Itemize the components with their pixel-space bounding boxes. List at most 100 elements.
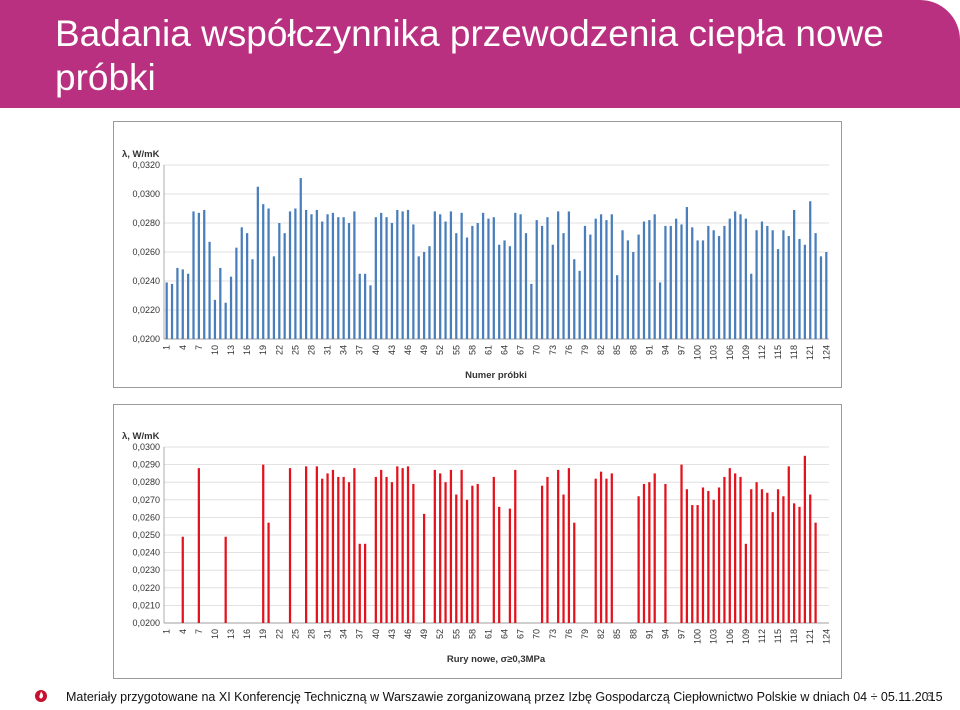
bar-sample-7: [197, 212, 200, 339]
y-tick-label: 0,0270: [132, 495, 160, 505]
bar-sample-26: [299, 178, 302, 339]
x-tick-label: 10: [210, 345, 220, 355]
x-tick-label: 70: [532, 345, 542, 355]
x-tick-label: 94: [660, 629, 670, 639]
bar-sample-109: [744, 218, 747, 339]
x-tick-label: 64: [500, 345, 510, 355]
footer-note: Materiały przygotowane na XI Konferencję…: [66, 690, 943, 704]
x-tick-label: 103: [709, 345, 719, 360]
x-tick-label: 49: [419, 345, 429, 355]
bar-sample-95: [669, 225, 672, 339]
x-tick-label: 118: [789, 345, 799, 359]
bar-sample-33: [337, 217, 340, 339]
bar-sample-28: [310, 214, 313, 339]
x-tick-label: 46: [403, 345, 413, 355]
y-tick-label: 0,0200: [132, 334, 160, 344]
bar-sample-79: [583, 225, 587, 339]
bar-sample-20: [267, 522, 270, 623]
bar-sample-76: [567, 211, 571, 339]
bar-sample-12: [224, 302, 227, 339]
bar-sample-97: [680, 464, 683, 623]
bar-sample-112: [760, 221, 764, 339]
bar-sample-42: [385, 217, 388, 339]
bar-sample-17: [251, 259, 254, 339]
bar-sample-82: [599, 471, 603, 623]
x-tick-label: 85: [612, 345, 622, 355]
bar-sample-93: [658, 282, 662, 339]
slide-title: Badania współczynnika przewodzenia ciepł…: [55, 13, 884, 98]
bar-sample-63: [498, 506, 501, 623]
x-tick-label: 52: [435, 345, 445, 355]
x-tick-label: 67: [516, 629, 526, 639]
bar-sample-104: [717, 236, 721, 339]
x-tick-label: 109: [741, 629, 751, 644]
bar-sample-55: [455, 494, 458, 623]
bar-sample-99: [691, 227, 694, 339]
x-tick-label: 37: [355, 345, 365, 355]
bar-sample-40: [374, 217, 377, 339]
x-tick-label: 97: [677, 345, 687, 355]
x-tick-label: 103: [709, 629, 719, 644]
x-tick-label: 10: [210, 629, 220, 639]
bar-sample-36: [353, 211, 356, 339]
bar-sample-14: [235, 247, 238, 339]
chart-top-panel: λ, W/mK 0,0200 0,0220 0,0240 0,0260 0,0280 0,0…: [113, 121, 842, 388]
bar-sample-30: [321, 478, 324, 623]
bar-sample-120: [803, 455, 806, 623]
x-tick-label: 13: [226, 345, 236, 355]
bar-sample-29: [315, 209, 318, 339]
bar-sample-25: [294, 208, 297, 339]
x-tick-label: 61: [483, 345, 493, 355]
bar-sample-1: [165, 282, 168, 339]
bar-sample-65: [508, 508, 512, 623]
bar-sample-15: [240, 227, 243, 339]
x-tick-label: 34: [339, 345, 349, 355]
x-tick-label: 88: [628, 345, 638, 355]
bar-sample-82: [599, 214, 603, 339]
bar-sample-58: [471, 485, 474, 623]
bar-sample-31: [326, 214, 329, 339]
bar-sample-91: [648, 220, 651, 339]
bar-sample-92: [653, 473, 656, 623]
bar-sample-4: [181, 269, 184, 339]
bar-sample-83: [605, 478, 608, 623]
bar-sample-108: [739, 476, 742, 623]
bar-sample-34: [342, 217, 345, 339]
bar-sample-49: [422, 252, 426, 339]
bar-sample-37: [358, 273, 361, 339]
bar-sample-46: [406, 466, 410, 623]
x-tick-label: 124: [821, 345, 831, 360]
bar-sample-55: [455, 233, 458, 339]
bar-sample-68: [524, 233, 528, 339]
x-axis-label: Rury nowe, σ≥0,3MPa: [447, 654, 546, 665]
bar-sample-19: [262, 204, 265, 339]
bar-sample-48: [417, 256, 420, 339]
bar-sample-24: [288, 468, 292, 623]
bar-sample-100: [696, 240, 699, 339]
x-tick-label: 40: [371, 345, 381, 355]
bar-sample-117: [787, 466, 790, 623]
y-tick-label: 0,0220: [132, 305, 160, 315]
x-tick-label: 124: [821, 629, 831, 644]
x-tick-label: 100: [693, 345, 703, 360]
bar-sample-57: [465, 237, 469, 339]
bar-sample-58: [471, 225, 474, 339]
y-tick-label: 0,0290: [132, 460, 160, 470]
bar-sample-85: [616, 275, 619, 339]
bar-sample-75: [562, 494, 565, 623]
bar-sample-24: [288, 211, 292, 339]
bar-sample-56: [460, 212, 463, 339]
bar-sample-98: [685, 489, 689, 623]
bar-sample-66: [514, 212, 517, 339]
bar-sample-114: [771, 230, 774, 339]
x-tick-label: 34: [339, 629, 349, 639]
slide-footer: Materiały przygotowane na XI Konferencję…: [0, 686, 960, 710]
bar-sample-103: [712, 230, 715, 339]
bar-sample-53: [444, 482, 447, 623]
x-tick-label: 91: [644, 629, 654, 639]
bar-sample-49: [422, 513, 426, 623]
y-tick-label: 0,0210: [132, 600, 160, 610]
bar-sample-119: [798, 238, 801, 339]
bar-sample-115: [776, 489, 780, 623]
bar-sample-107: [734, 211, 737, 339]
